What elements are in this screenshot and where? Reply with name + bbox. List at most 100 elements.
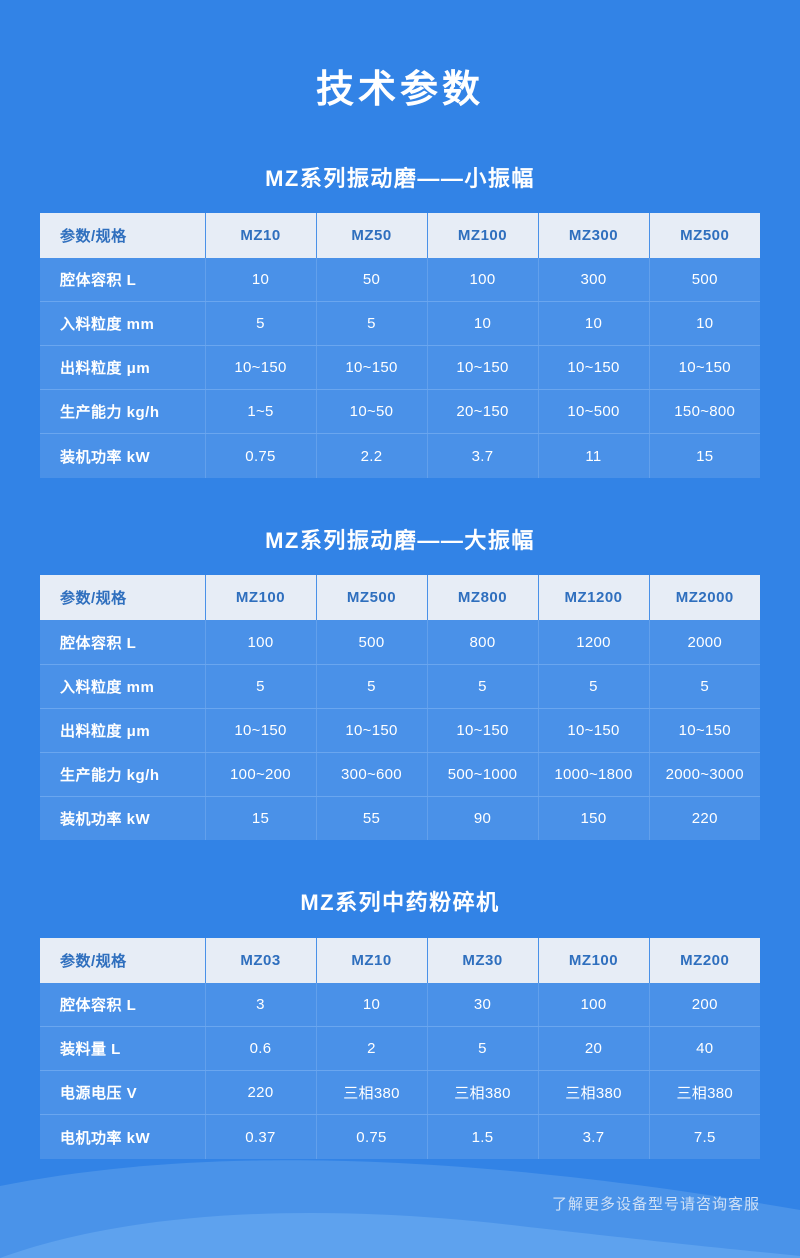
cell-value: 5: [205, 664, 317, 709]
column-header-model-3: MZ30: [427, 937, 539, 983]
column-header-model-3: MZ800: [427, 575, 539, 621]
cell-value: 10~150: [427, 708, 539, 753]
cell-value: 10~150: [205, 345, 317, 391]
row-label: 出料粒度 μm: [40, 708, 206, 753]
cell-value: 1000~1800: [538, 752, 650, 797]
row-label: 电源电压 V: [40, 1070, 206, 1116]
cell-value: 40: [649, 1026, 760, 1072]
cell-value: 55: [316, 796, 428, 841]
column-header-model-3: MZ100: [427, 212, 539, 258]
table-row: 装料量 L 0.6 2 5 20 40: [40, 1026, 760, 1072]
row-label: 腔体容积 L: [40, 257, 206, 303]
cell-value: 10~150: [538, 345, 650, 391]
cell-value: 5: [427, 664, 539, 709]
cell-value: 200: [649, 982, 760, 1028]
cell-value: 0.75: [316, 1114, 428, 1159]
table-row: 入料粒度 mm 5 5 5 5 5: [40, 664, 760, 709]
table-row: 腔体容积 L 100 500 800 1200 2000: [40, 620, 760, 665]
cell-value: 10~50: [316, 389, 428, 435]
row-label: 腔体容积 L: [40, 620, 206, 665]
cell-value: 100~200: [205, 752, 317, 797]
column-header-model-2: MZ10: [316, 937, 428, 983]
table-row: 生产能力 kg/h 100~200 300~600 500~1000 1000~…: [40, 752, 760, 797]
table-row: 出料粒度 μm 10~150 10~150 10~150 10~150 10~1…: [40, 345, 760, 391]
spec-section-3: MZ系列中药粉碎机 参数/规格 MZ03 MZ10 MZ30 MZ100 MZ2…: [40, 890, 760, 1159]
cell-value: 20: [538, 1026, 650, 1072]
column-header-model-2: MZ500: [316, 575, 428, 621]
cell-value: 800: [427, 620, 539, 665]
cell-value: 三相380: [316, 1070, 428, 1116]
row-label: 装料量 L: [40, 1026, 206, 1072]
table-row: 入料粒度 mm 5 5 10 10 10: [40, 301, 760, 347]
cell-value: 100: [205, 620, 317, 665]
column-header-model-5: MZ2000: [649, 575, 760, 621]
cell-value: 50: [316, 257, 428, 303]
cell-value: 1200: [538, 620, 650, 665]
cell-value: 1~5: [205, 389, 317, 435]
column-header-model-1: MZ100: [205, 575, 317, 621]
cell-value: 10~150: [649, 345, 760, 391]
page-title: 技术参数: [315, 69, 484, 111]
column-header-param: 参数/规格: [40, 212, 206, 258]
footer-note: 了解更多设备型号请咨询客服: [551, 1195, 760, 1213]
cell-value: 10~150: [649, 708, 760, 753]
table-row: 腔体容积 L 10 50 100 300 500: [40, 257, 760, 303]
section-title-2: MZ系列振动磨——大振幅: [265, 527, 535, 553]
row-label: 入料粒度 mm: [40, 664, 206, 709]
cell-value: 220: [205, 1070, 317, 1116]
cell-value: 10: [427, 301, 539, 347]
cell-value: 500~1000: [427, 752, 539, 797]
column-header-model-4: MZ1200: [538, 575, 650, 621]
spec-section-1: MZ系列振动磨——小振幅 参数/规格 MZ10 MZ50 MZ100 MZ300…: [40, 166, 760, 478]
cell-value: 5: [538, 664, 650, 709]
column-header-model-5: MZ500: [649, 212, 760, 258]
column-header-model-1: MZ03: [205, 937, 317, 983]
table-row: 电源电压 V 220 三相380 三相380 三相380 三相380: [40, 1070, 760, 1116]
cell-value: 10~150: [538, 708, 650, 753]
row-label: 装机功率 kW: [40, 796, 206, 841]
table-row: 装机功率 kW 15 55 90 150 220: [40, 796, 760, 841]
cell-value: 5: [205, 301, 317, 347]
cell-value: 10~150: [316, 345, 428, 391]
spec-table-3: 参数/规格 MZ03 MZ10 MZ30 MZ100 MZ200 腔体容积 L …: [40, 937, 760, 1159]
cell-value: 三相380: [427, 1070, 539, 1116]
cell-value: 3.7: [427, 433, 539, 478]
spec-table-2: 参数/规格 MZ100 MZ500 MZ800 MZ1200 MZ2000 腔体…: [40, 575, 760, 841]
cell-value: 10~500: [538, 389, 650, 435]
row-label: 生产能力 kg/h: [40, 752, 206, 797]
cell-value: 三相380: [649, 1070, 760, 1116]
table-row: 装机功率 kW 0.75 2.2 3.7 11 15: [40, 433, 760, 478]
cell-value: 10: [205, 257, 317, 303]
row-label: 电机功率 kW: [40, 1114, 206, 1159]
table-header-row: 参数/规格 MZ100 MZ500 MZ800 MZ1200 MZ2000: [40, 575, 760, 621]
row-label: 腔体容积 L: [40, 982, 206, 1028]
cell-value: 2000~3000: [649, 752, 760, 797]
cell-value: 15: [205, 796, 317, 841]
cell-value: 1.5: [427, 1114, 539, 1159]
cell-value: 15: [649, 433, 760, 478]
column-header-model-4: MZ300: [538, 212, 650, 258]
table-row: 出料粒度 μm 10~150 10~150 10~150 10~150 10~1…: [40, 708, 760, 753]
wave-shape-front: [0, 1212, 800, 1258]
cell-value: 10: [649, 301, 760, 347]
cell-value: 90: [427, 796, 539, 841]
cell-value: 7.5: [649, 1114, 760, 1159]
column-header-model-4: MZ100: [538, 937, 650, 983]
cell-value: 0.6: [205, 1026, 317, 1072]
table-header-row: 参数/规格 MZ03 MZ10 MZ30 MZ100 MZ200: [40, 937, 760, 983]
column-header-model-1: MZ10: [205, 212, 317, 258]
table-row: 生产能力 kg/h 1~5 10~50 20~150 10~500 150~80…: [40, 389, 760, 435]
cell-value: 10: [316, 982, 428, 1028]
cell-value: 10~150: [427, 345, 539, 391]
cell-value: 2.2: [316, 433, 428, 478]
section-title-1: MZ系列振动磨——小振幅: [265, 165, 535, 191]
cell-value: 0.75: [205, 433, 317, 478]
cell-value: 5: [316, 664, 428, 709]
cell-value: 11: [538, 433, 650, 478]
cell-value: 5: [316, 301, 428, 347]
row-label: 出料粒度 μm: [40, 345, 206, 391]
cell-value: 300~600: [316, 752, 428, 797]
cell-value: 30: [427, 982, 539, 1028]
column-header-param: 参数/规格: [40, 937, 206, 983]
spec-section-2: MZ系列振动磨——大振幅 参数/规格 MZ100 MZ500 MZ800 MZ1…: [40, 527, 760, 841]
